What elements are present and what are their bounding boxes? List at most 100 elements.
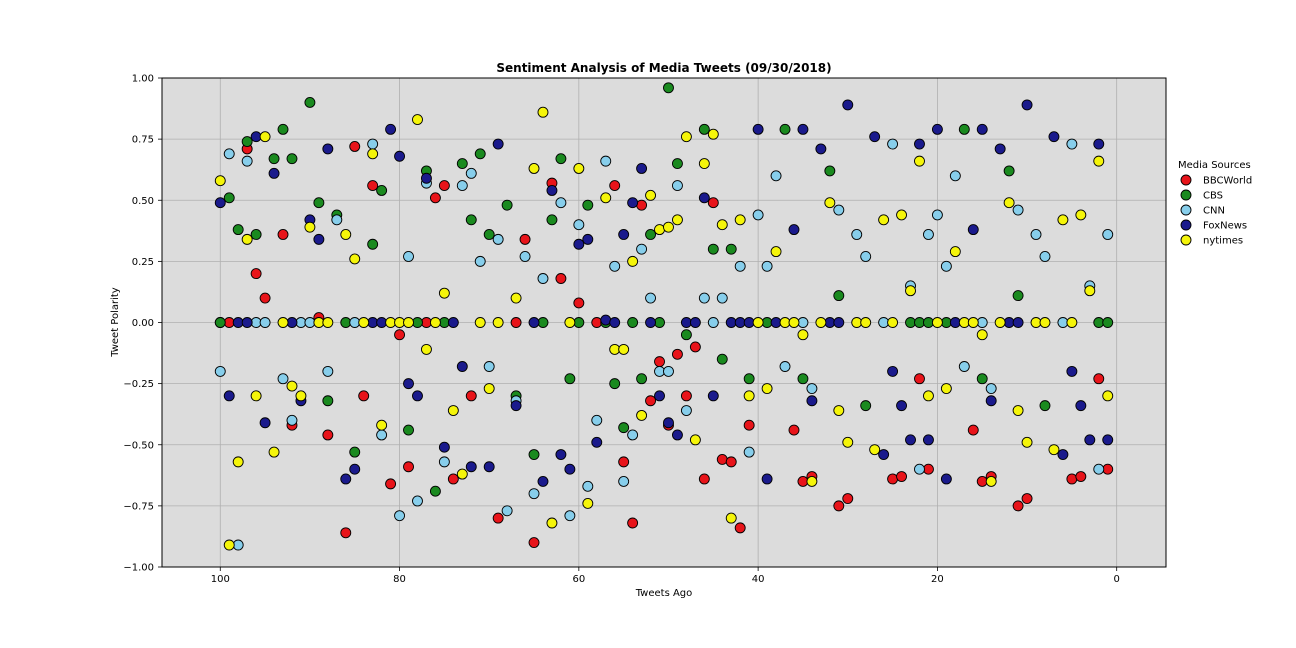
data-point	[716, 453, 728, 465]
data-point	[797, 373, 809, 385]
data-point	[896, 471, 908, 482]
data-point	[447, 317, 459, 328]
data-point	[654, 317, 665, 328]
data-point	[555, 449, 567, 460]
data-point	[367, 180, 379, 192]
data-point	[564, 373, 576, 385]
data-point	[707, 243, 719, 255]
data-point	[322, 317, 334, 328]
data-point	[501, 199, 513, 211]
data-point	[403, 461, 414, 473]
data-point	[295, 390, 307, 402]
data-point	[716, 219, 728, 231]
data-point	[1093, 463, 1105, 475]
data-point	[1012, 204, 1024, 216]
data-point	[743, 373, 755, 385]
data-point	[815, 317, 827, 328]
y-tick-label: 0.50	[132, 196, 154, 207]
data-point	[788, 224, 800, 236]
data-point	[456, 180, 468, 192]
data-point	[734, 214, 746, 226]
data-point	[1057, 214, 1069, 226]
data-point	[403, 317, 414, 328]
data-point	[860, 317, 872, 328]
data-point	[376, 419, 388, 431]
data-point	[573, 317, 585, 328]
data-point	[528, 163, 540, 174]
data-point	[949, 170, 961, 182]
data-point	[394, 150, 406, 162]
data-point	[1066, 317, 1078, 328]
data-point	[250, 131, 262, 143]
legend-marker	[1180, 174, 1192, 186]
data-point	[367, 317, 379, 328]
data-point	[994, 143, 1006, 155]
data-point	[349, 253, 361, 265]
data-point	[689, 341, 701, 353]
data-point	[420, 317, 432, 328]
data-point	[627, 429, 639, 441]
y-tick-label: −1.00	[123, 563, 154, 574]
data-point	[429, 317, 441, 328]
data-point	[806, 475, 818, 487]
data-point	[698, 292, 710, 304]
data-point	[286, 317, 298, 328]
data-point	[985, 383, 997, 394]
data-point	[931, 123, 943, 135]
data-point	[949, 246, 961, 258]
data-point	[887, 365, 899, 377]
data-point	[250, 268, 262, 280]
data-point	[887, 473, 899, 485]
data-point	[510, 317, 522, 328]
data-point	[1066, 473, 1078, 485]
data-point	[537, 317, 549, 328]
data-point	[394, 510, 406, 522]
data-point	[465, 390, 477, 402]
data-point	[922, 434, 934, 446]
data-point	[465, 214, 477, 226]
data-point	[815, 143, 827, 155]
data-point	[707, 128, 719, 140]
data-point	[537, 106, 549, 118]
data-point	[474, 255, 486, 267]
data-point	[743, 419, 755, 431]
data-point	[268, 153, 280, 165]
data-point	[707, 197, 719, 209]
data-point	[232, 539, 244, 551]
data-point	[340, 317, 352, 328]
data-point	[752, 317, 764, 328]
data-point	[465, 167, 477, 179]
data-point	[412, 495, 423, 507]
data-point	[223, 148, 235, 160]
data-point	[663, 82, 674, 94]
data-point	[358, 317, 370, 328]
data-point	[680, 390, 692, 402]
data-point	[618, 456, 630, 468]
data-point	[1075, 400, 1087, 412]
data-point	[367, 238, 379, 250]
data-point	[376, 429, 388, 441]
data-point	[528, 537, 540, 548]
data-point	[671, 348, 683, 360]
data-point	[1075, 471, 1087, 482]
data-point	[429, 192, 441, 204]
data-point	[313, 317, 325, 328]
data-point	[645, 229, 657, 240]
data-point	[510, 292, 522, 304]
data-point	[555, 273, 567, 284]
data-point	[376, 185, 388, 196]
data-point	[223, 317, 235, 328]
data-point	[1066, 365, 1078, 377]
data-point	[761, 473, 773, 485]
data-point	[519, 233, 531, 245]
data-point	[958, 361, 970, 372]
data-point	[654, 224, 665, 236]
data-point	[707, 390, 719, 402]
data-point	[627, 517, 639, 529]
data-point	[994, 317, 1006, 328]
data-point	[474, 317, 486, 328]
data-point	[537, 273, 549, 284]
data-point	[510, 400, 522, 412]
data-point	[1021, 436, 1033, 448]
data-point	[770, 170, 782, 182]
